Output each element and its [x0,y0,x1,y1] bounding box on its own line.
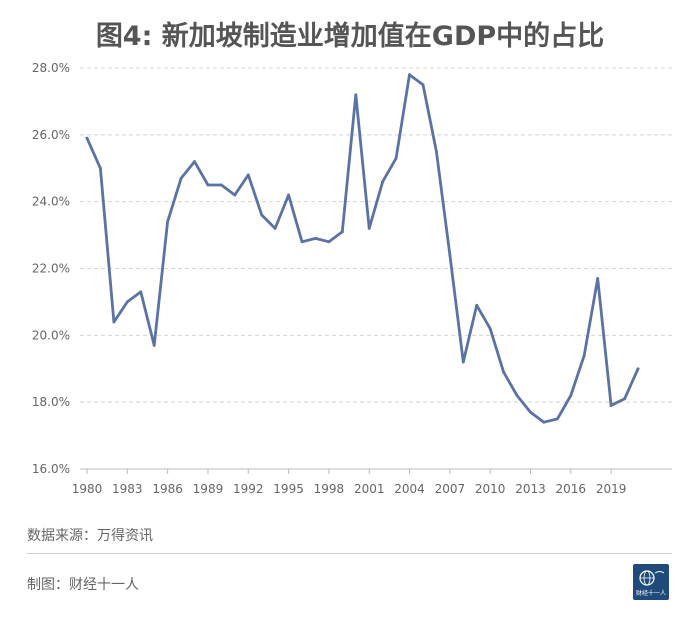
x-tick-label: 2013 [515,482,546,496]
x-tick-label: 1980 [72,482,103,496]
brand-logo: 财经十一人 [633,564,669,600]
data-point [233,193,237,197]
footer-divider [27,553,672,554]
series-line [85,73,640,424]
y-tick-label: 20.0% [32,328,70,342]
data-point [421,83,425,87]
y-tick-label: 28.0% [32,61,70,75]
data-point [287,193,290,197]
data-point [300,240,304,244]
x-tick-label: 1986 [152,482,183,496]
data-point [542,420,546,424]
x-tick-label: 1989 [193,482,224,496]
data-point [152,343,156,347]
y-tick-label: 18.0% [32,395,70,409]
chart-title: 图4: 新加坡制造业增加值在GDP中的占比 [95,21,605,52]
data-point [475,303,479,307]
data-point [381,180,385,184]
x-tick-label: 2007 [435,482,466,496]
x-axis-tick-labels: 1980 1983 1986 1989 1992 1995 1998 2001 2004 2007… [72,482,627,496]
x-tick-label: 2004 [394,482,425,496]
y-tick-label: 24.0% [32,195,70,209]
x-tick-label: 1995 [273,482,304,496]
data-point [408,73,411,77]
line-chart: 16.0% 18.0% 20.0% 22.0% 24.0% 26.0% 28.0% 1980… [32,61,672,496]
data-point [139,290,143,294]
data-point [206,183,210,187]
grid-lines [80,67,672,403]
data-point [179,176,183,180]
data-point [340,230,344,234]
y-tick-label: 16.0% [32,462,70,476]
data-point [112,320,116,324]
data-point [166,220,170,224]
data-point [314,237,317,240]
x-tick-label: 2016 [556,482,587,496]
data-point [502,370,506,374]
data-point [488,327,492,331]
y-tick-label: 26.0% [32,128,70,142]
data-point [85,136,89,140]
x-axis [80,468,672,474]
data-point [623,397,626,401]
x-tick-label: 2001 [354,482,385,496]
x-tick-label: 1992 [233,482,264,496]
data-point [461,360,465,364]
x-tick-label: 2019 [596,482,627,496]
series-layer [85,73,640,424]
x-tick-label: 2010 [475,482,506,496]
chart-credit: 制图：财经十一人 [27,577,139,593]
data-point [435,150,438,153]
x-tick-label: 1983 [112,482,143,496]
data-source-note: 数据来源：万得资讯 [27,528,153,544]
data-point [555,417,559,421]
data-point [367,227,371,230]
data-point [125,300,129,304]
data-point [596,277,600,280]
y-axis-tick-labels: 16.0% 18.0% 20.0% 22.0% 24.0% 26.0% 28.0% [32,61,70,476]
logo-text: 财经十一人 [635,590,666,597]
data-point [529,410,532,414]
data-point [394,156,398,160]
data-point [327,240,331,244]
globe-icon [639,570,665,586]
data-point [246,173,250,177]
x-tick-label: 1998 [314,482,345,496]
data-point [273,227,277,230]
data-point [569,394,573,397]
data-point [219,183,223,187]
data-point [448,253,452,257]
data-point [193,160,196,163]
data-point [636,367,640,371]
data-point [582,353,586,357]
data-point [609,404,613,407]
data-point [260,213,264,217]
data-point [515,394,519,397]
data-point [354,93,358,97]
data-point [99,166,102,170]
y-tick-label: 22.0% [32,262,70,276]
